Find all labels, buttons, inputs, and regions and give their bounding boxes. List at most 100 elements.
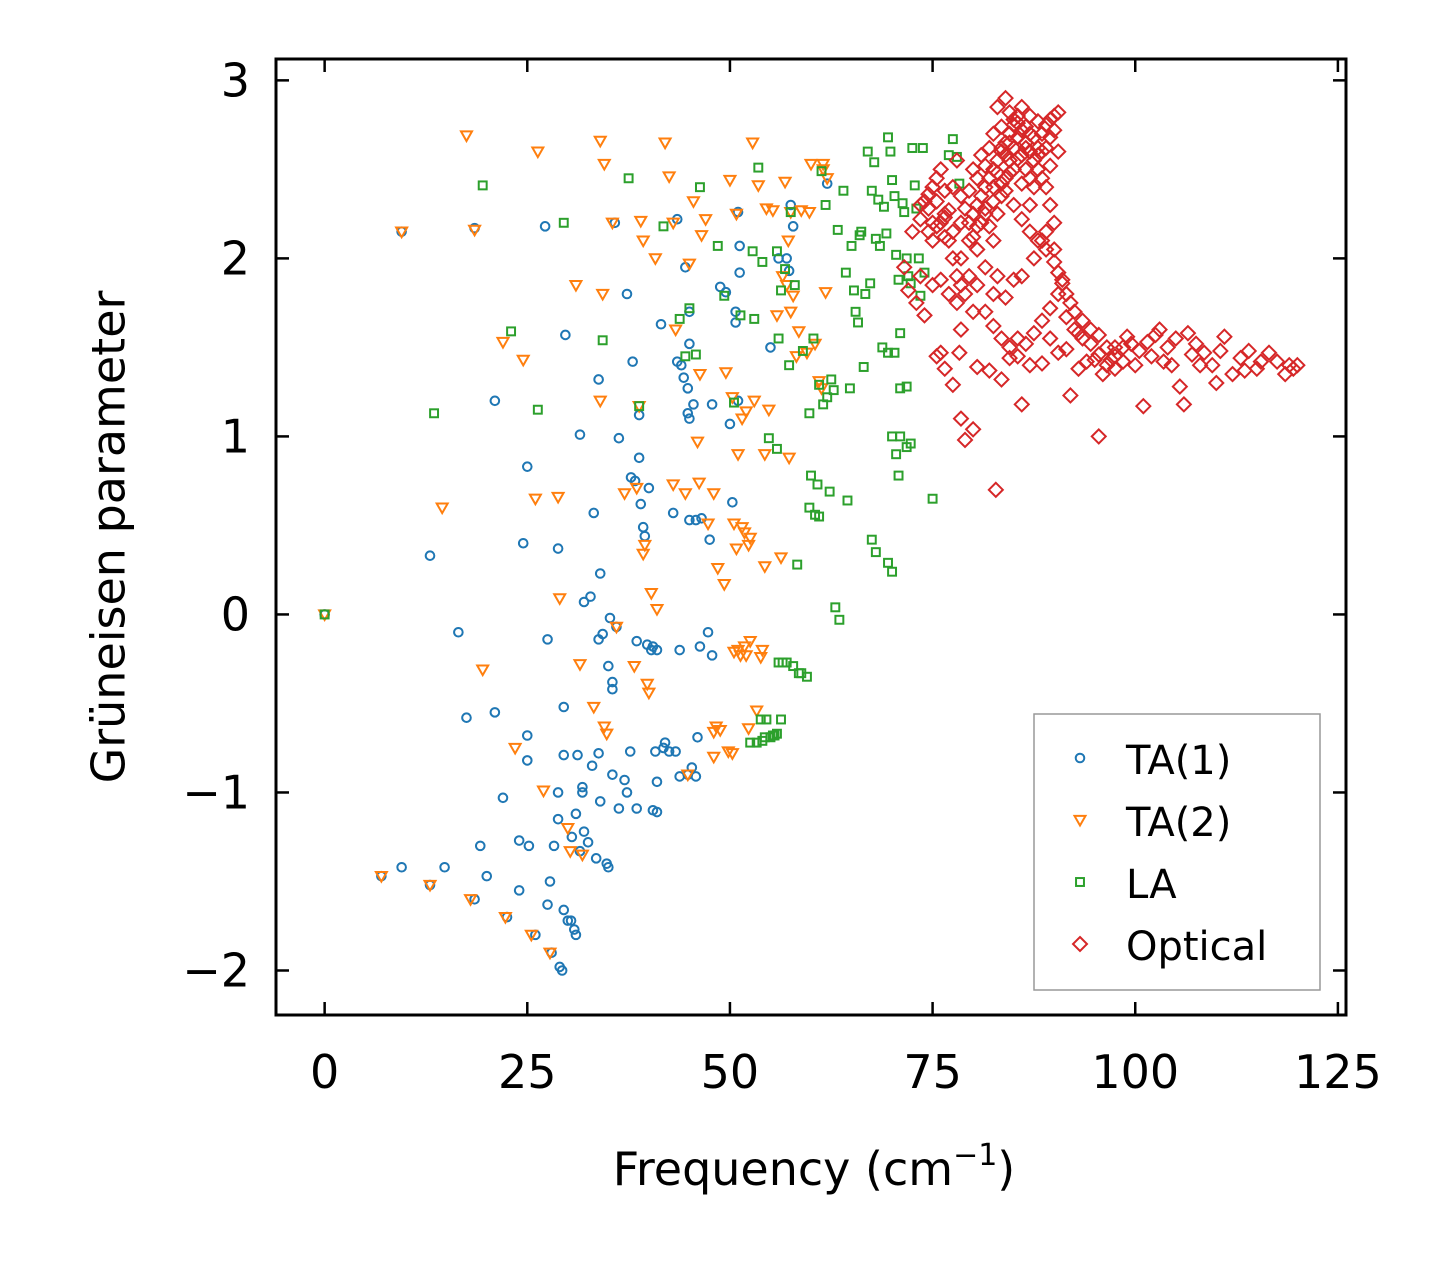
data-point (763, 433, 774, 444)
data-point (1037, 223, 1055, 241)
data-point (984, 125, 1002, 143)
data-point (477, 180, 488, 191)
data-point (684, 514, 695, 526)
data-point (944, 376, 962, 394)
data-point (692, 731, 703, 743)
data-point (842, 495, 853, 506)
data-point (1001, 349, 1019, 367)
data-point (467, 224, 482, 238)
data-point (993, 330, 1010, 347)
data-point (439, 861, 450, 873)
data-point (674, 313, 685, 324)
data-point (517, 537, 529, 549)
data-point (804, 408, 815, 419)
data-point (1114, 353, 1132, 371)
data-point (773, 552, 789, 565)
data-point (1163, 356, 1181, 374)
data-point (787, 221, 799, 232)
data-point (741, 723, 756, 736)
data-point (694, 641, 706, 652)
data-point (1013, 98, 1031, 116)
data-point (897, 198, 908, 209)
data-point (1098, 356, 1116, 374)
x-tick-label: 0 (310, 1045, 339, 1099)
data-point (984, 193, 1002, 210)
data-point (1029, 232, 1047, 250)
data-point (1005, 271, 1023, 289)
data-point (678, 372, 690, 383)
data-point (563, 846, 578, 859)
data-point (621, 288, 633, 300)
data-point (434, 502, 450, 516)
data-point (980, 217, 998, 235)
data-point (830, 602, 841, 613)
data-point (742, 636, 758, 649)
data-point (1041, 196, 1059, 214)
data-point (1147, 326, 1164, 344)
data-point (548, 840, 560, 852)
data-point (1191, 356, 1209, 374)
data-point (1252, 353, 1270, 371)
data-point (989, 205, 1006, 223)
data-point (1005, 196, 1023, 214)
data-point (765, 205, 781, 218)
data-point (717, 579, 732, 592)
data-point (552, 543, 564, 554)
data-point (801, 671, 812, 682)
data-point (575, 849, 590, 863)
data-point (617, 488, 632, 501)
data-point (639, 530, 651, 542)
data-point (516, 354, 531, 368)
data-point (883, 132, 893, 143)
data-point (396, 861, 407, 873)
data-point (993, 118, 1010, 136)
data-point (948, 294, 966, 312)
data-point (542, 947, 558, 961)
data-point (582, 837, 594, 848)
data-point (797, 346, 808, 356)
data-point (474, 840, 486, 852)
data-point (818, 287, 833, 300)
data-point (932, 271, 950, 289)
data-point (815, 158, 831, 172)
data-point (1207, 374, 1225, 392)
data-point (648, 253, 663, 266)
data-point (920, 200, 937, 217)
data-point (1057, 340, 1075, 358)
data-point (613, 432, 625, 444)
data-point (749, 313, 760, 324)
data-point (924, 276, 942, 294)
data-point (832, 224, 843, 235)
data-point (521, 755, 533, 766)
data-point (633, 215, 648, 229)
data-point (680, 769, 696, 783)
data-point (1025, 249, 1043, 267)
series-optical (895, 89, 1306, 499)
data-point (718, 367, 734, 380)
data-point (634, 401, 645, 412)
series-ta-1 (319, 178, 833, 976)
data-point (846, 240, 857, 251)
data-point (570, 929, 582, 941)
data-point (771, 443, 782, 454)
data-point (1082, 335, 1100, 353)
data-point (936, 360, 954, 378)
data-point (513, 835, 525, 846)
data-point (1159, 338, 1177, 356)
data-point (1049, 103, 1067, 121)
x-tick-label: 100 (1091, 1045, 1179, 1099)
data-point (513, 885, 525, 896)
legend-label-optical: Optical (1126, 924, 1267, 970)
data-point (706, 488, 721, 501)
data-point (665, 217, 681, 231)
data-point (807, 338, 823, 352)
plot-area: 0 25 50 75 100 125 −2 −1 0 1 2 3 (182, 53, 1382, 1099)
data-point (968, 276, 986, 294)
legend-label-ta1: TA(1) (1125, 738, 1231, 784)
data-point (684, 303, 695, 314)
data-point (873, 194, 884, 205)
data-point (737, 641, 752, 655)
data-point (1280, 356, 1298, 374)
data-point (1037, 178, 1055, 196)
data-point (1183, 346, 1201, 363)
